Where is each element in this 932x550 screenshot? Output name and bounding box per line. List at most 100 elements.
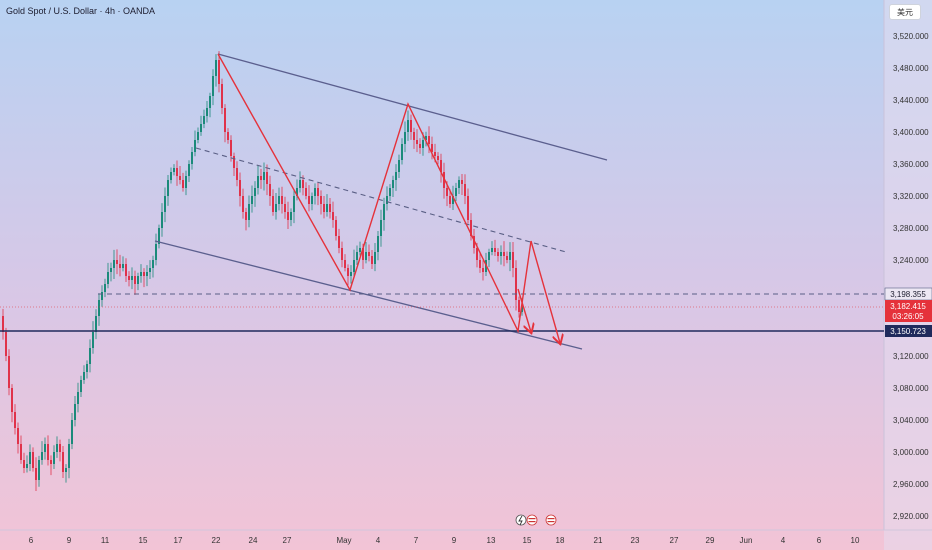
lightning-glyph-icon (518, 515, 523, 526)
candle-down (461, 180, 463, 184)
candle-down (272, 196, 274, 212)
candle-down (515, 268, 517, 300)
channel-mid-dashed-line[interactable] (195, 147, 567, 253)
candle-up (251, 196, 253, 204)
candle-up (41, 452, 43, 460)
candle-down (5, 332, 7, 356)
us-flag-stripe3-icon (547, 518, 555, 520)
x-tick-label: 22 (212, 536, 221, 545)
candle-up (491, 248, 493, 252)
candle-down (245, 212, 247, 220)
support-price-text: 3,150.723 (890, 327, 926, 336)
candle-down (518, 300, 520, 312)
candle-up (386, 196, 388, 204)
y-tick-label: 3,040.000 (893, 416, 929, 425)
candle-up (110, 268, 112, 272)
candle-down (443, 172, 445, 188)
candle-up (122, 264, 124, 268)
x-tick-label: 6 (29, 536, 34, 545)
candle-down (14, 412, 16, 428)
candle-up (326, 204, 328, 212)
candle-up (263, 172, 265, 180)
event-icons[interactable] (515, 514, 557, 526)
x-tick-label: 11 (101, 536, 110, 545)
channel-upper-line[interactable] (217, 53, 608, 161)
y-tick-label: 3,080.000 (893, 384, 929, 393)
candle-down (335, 220, 337, 236)
time-axis[interactable]: 6 9 11 15 17 22 24 27 May 4 7 9 13 15 18 21 23 27 29 Jun 4 6 1… (29, 536, 860, 545)
candle-down (284, 204, 286, 212)
candle-up (452, 196, 454, 204)
candle-down (221, 84, 223, 108)
y-tick-label: 3,320.000 (893, 192, 929, 201)
candle-up (80, 380, 82, 392)
us-flag-stripe4-icon (547, 521, 555, 523)
candle-up (521, 306, 523, 312)
x-tick-label: 23 (631, 536, 640, 545)
candle-up (26, 464, 28, 468)
candle-down (413, 132, 415, 140)
candle-down (431, 144, 433, 152)
candle-up (392, 180, 394, 188)
candle-up (92, 332, 94, 348)
y-tick-label: 3,240.000 (893, 256, 929, 265)
candle-up (71, 420, 73, 444)
candle-down (473, 236, 475, 248)
candle-up (356, 252, 358, 260)
candle-down (320, 196, 322, 204)
candle-down (317, 188, 319, 196)
candle-down (446, 188, 448, 196)
candle-down (2, 316, 4, 332)
x-tick-label: 15 (523, 536, 532, 545)
x-tick-label: 27 (670, 536, 679, 545)
candle-down (224, 108, 226, 132)
candle-up (488, 252, 490, 260)
candle-down (416, 140, 418, 144)
x-tick-label: 9 (452, 536, 457, 545)
candle-down (242, 196, 244, 212)
candle-up (377, 236, 379, 252)
candle-up (275, 204, 277, 212)
candle-down (11, 388, 13, 412)
candle-down (308, 196, 310, 204)
candle-up (278, 196, 280, 204)
candle-down (17, 428, 19, 444)
level-price-text: 3,198.355 (890, 290, 926, 299)
y-tick-label: 3,120.000 (893, 352, 929, 361)
candle-up (293, 196, 295, 212)
candle-up (395, 172, 397, 180)
candle-down (125, 264, 127, 276)
projection-arrow-1[interactable] (517, 288, 531, 332)
y-tick-label: 2,920.000 (893, 512, 929, 521)
candle-down (260, 176, 262, 180)
us-flag-event-icon-2[interactable] (545, 514, 557, 526)
candle-up (389, 188, 391, 196)
support-price-tag (885, 325, 932, 337)
candle-down (230, 140, 232, 156)
candle-down (35, 468, 37, 480)
y-tick-label: 3,360.000 (893, 160, 929, 169)
candle-down (269, 184, 271, 196)
candle-down (302, 180, 304, 188)
candle-down (437, 156, 439, 160)
price-axis[interactable]: 3,520.000 3,480.000 3,440.000 3,400.000 3,36… (893, 32, 929, 521)
us-flag-event-icon[interactable] (526, 514, 538, 526)
candle-down (506, 256, 508, 260)
currency-button[interactable]: 美元 (889, 4, 921, 20)
candle-down (116, 260, 118, 264)
candle-down (143, 272, 145, 276)
candle-up (365, 252, 367, 260)
candle-down (20, 444, 22, 460)
candle-down (503, 252, 505, 256)
candle-up (401, 144, 403, 160)
x-tick-label: 6 (817, 536, 822, 545)
projection-arrow-2[interactable] (530, 240, 560, 343)
candle-up (209, 96, 211, 108)
candle-up (407, 120, 409, 132)
lightning-event-icon[interactable] (515, 514, 527, 526)
candle-up (206, 108, 208, 116)
candle-up (107, 272, 109, 284)
candle-up (194, 140, 196, 152)
candle-up (380, 220, 382, 236)
